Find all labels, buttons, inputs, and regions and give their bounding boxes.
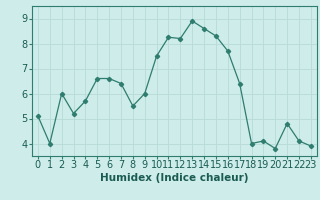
X-axis label: Humidex (Indice chaleur): Humidex (Indice chaleur): [100, 173, 249, 183]
